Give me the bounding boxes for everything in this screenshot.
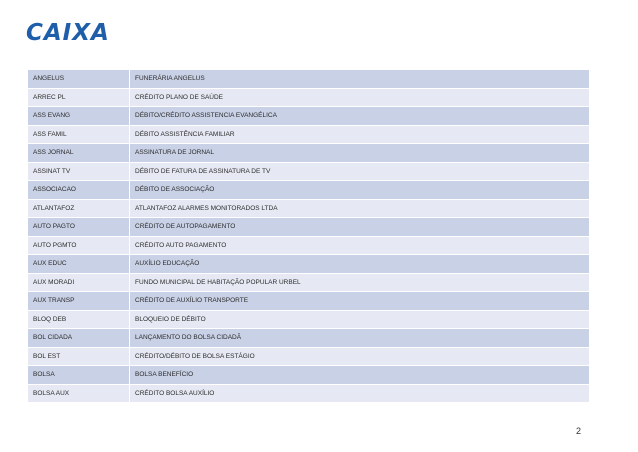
- table-row: BOL CIDADA LANÇAMENTO DO BOLSA CIDADÃ: [27, 328, 590, 348]
- code-cell: AUX EDUC: [27, 254, 130, 274]
- caixa-logo: CAIXA: [26, 20, 110, 46]
- table-row: AUTO PGMTO CRÉDITO AUTO PAGAMENTO: [27, 235, 590, 255]
- description-cell: AUXÍLIO EDUCAÇÃO: [129, 254, 590, 274]
- description-cell: DÉBITO ASSISTÊNCIA FAMILIAR: [129, 124, 590, 144]
- table-row: BLOQ DEB BLOQUEIO DE DÉBITO: [27, 309, 590, 329]
- table-row: ASS EVANG DÉBITO/CRÉDITO ASSISTENCIA EVAN…: [27, 106, 590, 126]
- code-cell: ASSOCIACAO: [27, 180, 130, 200]
- table-row: ANGELUS FUNERÁRIA ANGELUS: [27, 69, 590, 89]
- table-row: AUTO PAGTO CRÉDITO DE AUTOPAGAMENTO: [27, 217, 590, 237]
- code-cell: ASS EVANG: [27, 106, 130, 126]
- table-row: ATLANTAFOZ ATLANTAFOZ ALARMES MONITORADOS…: [27, 198, 590, 218]
- code-cell: ANGELUS: [27, 69, 130, 89]
- table-row: BOLSA AUX CRÉDITO BOLSA AUXÍLIO: [27, 383, 590, 403]
- code-cell: AUTO PAGTO: [27, 217, 130, 237]
- table-row: AUX TRANSP CRÉDITO DE AUXÍLIO TRANSPORTE: [27, 291, 590, 311]
- description-cell: ASSINATURA DE JORNAL: [129, 143, 590, 163]
- code-cell: BLOQ DEB: [27, 309, 130, 329]
- code-cell: AUX MORADI: [27, 272, 130, 292]
- description-cell: LANÇAMENTO DO BOLSA CIDADÃ: [129, 328, 590, 348]
- code-cell: ARREC PL: [27, 87, 130, 107]
- description-cell: CRÉDITO/DÉBITO DE BOLSA ESTÁGIO: [129, 346, 590, 366]
- transaction-codes-table: ANGELUS FUNERÁRIA ANGELUS ARREC PL CRÉDITO …: [27, 69, 590, 403]
- code-cell: AUX TRANSP: [27, 291, 130, 311]
- table-body: ANGELUS FUNERÁRIA ANGELUS ARREC PL CRÉDITO …: [27, 69, 590, 403]
- code-cell: ASS FAMIL: [27, 124, 130, 144]
- code-cell: ASS JORNAL: [27, 143, 130, 163]
- page-number: 2: [575, 426, 581, 436]
- code-cell: BOLSA: [27, 365, 130, 385]
- table-row: ARREC PL CRÉDITO PLANO DE SAÚDE: [27, 87, 590, 107]
- code-cell: ASSINAT TV: [27, 161, 130, 181]
- code-cell: BOLSA AUX: [27, 383, 130, 403]
- code-cell: ATLANTAFOZ: [27, 198, 130, 218]
- description-cell: DÉBITO DE FATURA DE ASSINATURA DE TV: [129, 161, 590, 181]
- table-row: BOLSA BOLSA BENEFÍCIO: [27, 365, 590, 385]
- description-cell: DÉBITO/CRÉDITO ASSISTENCIA EVANGÉLICA: [129, 106, 590, 126]
- description-cell: BOLSA BENEFÍCIO: [129, 365, 590, 385]
- code-cell: BOL EST: [27, 346, 130, 366]
- table-row: ASS FAMIL DÉBITO ASSISTÊNCIA FAMILIAR: [27, 124, 590, 144]
- caixa-logo-text: CAIXA: [26, 20, 110, 46]
- description-cell: FUNDO MUNICIPAL DE HABITAÇÃO POPULAR URB…: [129, 272, 590, 292]
- description-cell: CRÉDITO BOLSA AUXÍLIO: [129, 383, 590, 403]
- table-row: ASSINAT TV DÉBITO DE FATURA DE ASSINATURA…: [27, 161, 590, 181]
- code-cell: BOL CIDADA: [27, 328, 130, 348]
- table-row: BOL EST CRÉDITO/DÉBITO DE BOLSA ESTÁGIO: [27, 346, 590, 366]
- caixa-logo-text-main: CAIXA: [26, 20, 110, 46]
- description-cell: BLOQUEIO DE DÉBITO: [129, 309, 590, 329]
- description-cell: DÉBITO DE ASSOCIAÇÃO: [129, 180, 590, 200]
- table-row: ASS JORNAL ASSINATURA DE JORNAL: [27, 143, 590, 163]
- table-row: AUX EDUC AUXÍLIO EDUCAÇÃO: [27, 254, 590, 274]
- description-cell: CRÉDITO DE AUXÍLIO TRANSPORTE: [129, 291, 590, 311]
- description-cell: CRÉDITO PLANO DE SAÚDE: [129, 87, 590, 107]
- description-cell: ATLANTAFOZ ALARMES MONITORADOS LTDA: [129, 198, 590, 218]
- code-cell: AUTO PGMTO: [27, 235, 130, 255]
- description-cell: CRÉDITO DE AUTOPAGAMENTO: [129, 217, 590, 237]
- table-row: AUX MORADI FUNDO MUNICIPAL DE HABITAÇÃO P…: [27, 272, 590, 292]
- description-cell: FUNERÁRIA ANGELUS: [129, 69, 590, 89]
- description-cell: CRÉDITO AUTO PAGAMENTO: [129, 235, 590, 255]
- table-row: ASSOCIACAO DÉBITO DE ASSOCIAÇÃO: [27, 180, 590, 200]
